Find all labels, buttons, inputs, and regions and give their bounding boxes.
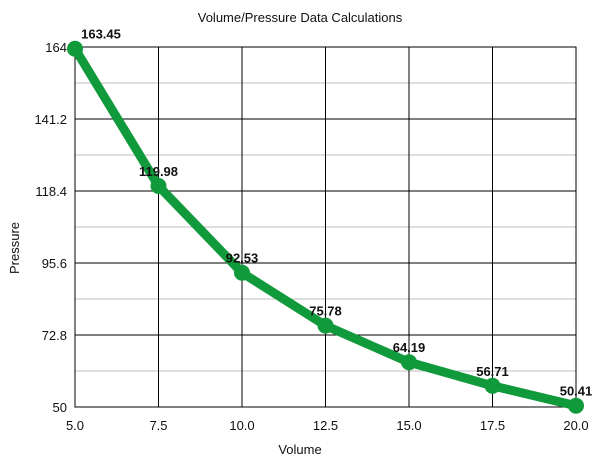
data-label: 163.45: [81, 27, 121, 42]
data-labels: 163.45 119.98 92.53 75.78 64.19 56.71 50.41: [81, 27, 592, 399]
plot-area-border: [74, 46, 577, 408]
data-point: [67, 40, 83, 57]
x-tick-label: 7.5: [149, 418, 167, 433]
data-label: 75.78: [309, 304, 342, 319]
data-label: 50.41: [560, 384, 593, 399]
data-point: [484, 377, 501, 394]
data-label: 56.71: [476, 364, 509, 379]
data-point: [568, 397, 584, 414]
x-tick-label: 17.5: [480, 418, 505, 433]
data-label: 64.19: [393, 340, 426, 355]
data-label: 92.53: [226, 251, 259, 266]
y-tick-label: 141.2: [34, 112, 67, 127]
y-tick-label: 50: [53, 400, 67, 415]
x-tick-label: 12.5: [313, 418, 338, 433]
x-tick-label: 20.0: [563, 418, 588, 433]
data-label: 119.98: [139, 164, 178, 179]
x-tick-label: 10.0: [229, 418, 254, 433]
data-point: [150, 178, 167, 195]
tick-labels: 50 72.8 95.6 118.4 141.2 164 5.0 7.5 10.0 12.5 15.…: [34, 40, 588, 433]
x-axis-title: Volume: [278, 442, 321, 457]
y-tick-label: 164: [45, 40, 67, 55]
y-tick-label: 118.4: [35, 184, 67, 199]
x-tick-label: 5.0: [66, 418, 84, 433]
data-point: [234, 264, 250, 281]
data-point: [401, 354, 417, 371]
data-point: [317, 317, 334, 334]
y-tick-label: 95.6: [42, 256, 67, 271]
series: [67, 40, 584, 414]
chart-title: Volume/Pressure Data Calculations: [198, 10, 403, 25]
x-tick-label: 15.0: [396, 418, 421, 433]
y-tick-label: 72.8: [42, 328, 67, 343]
y-axis-title: Pressure: [7, 222, 22, 274]
grid: [74, 46, 577, 408]
